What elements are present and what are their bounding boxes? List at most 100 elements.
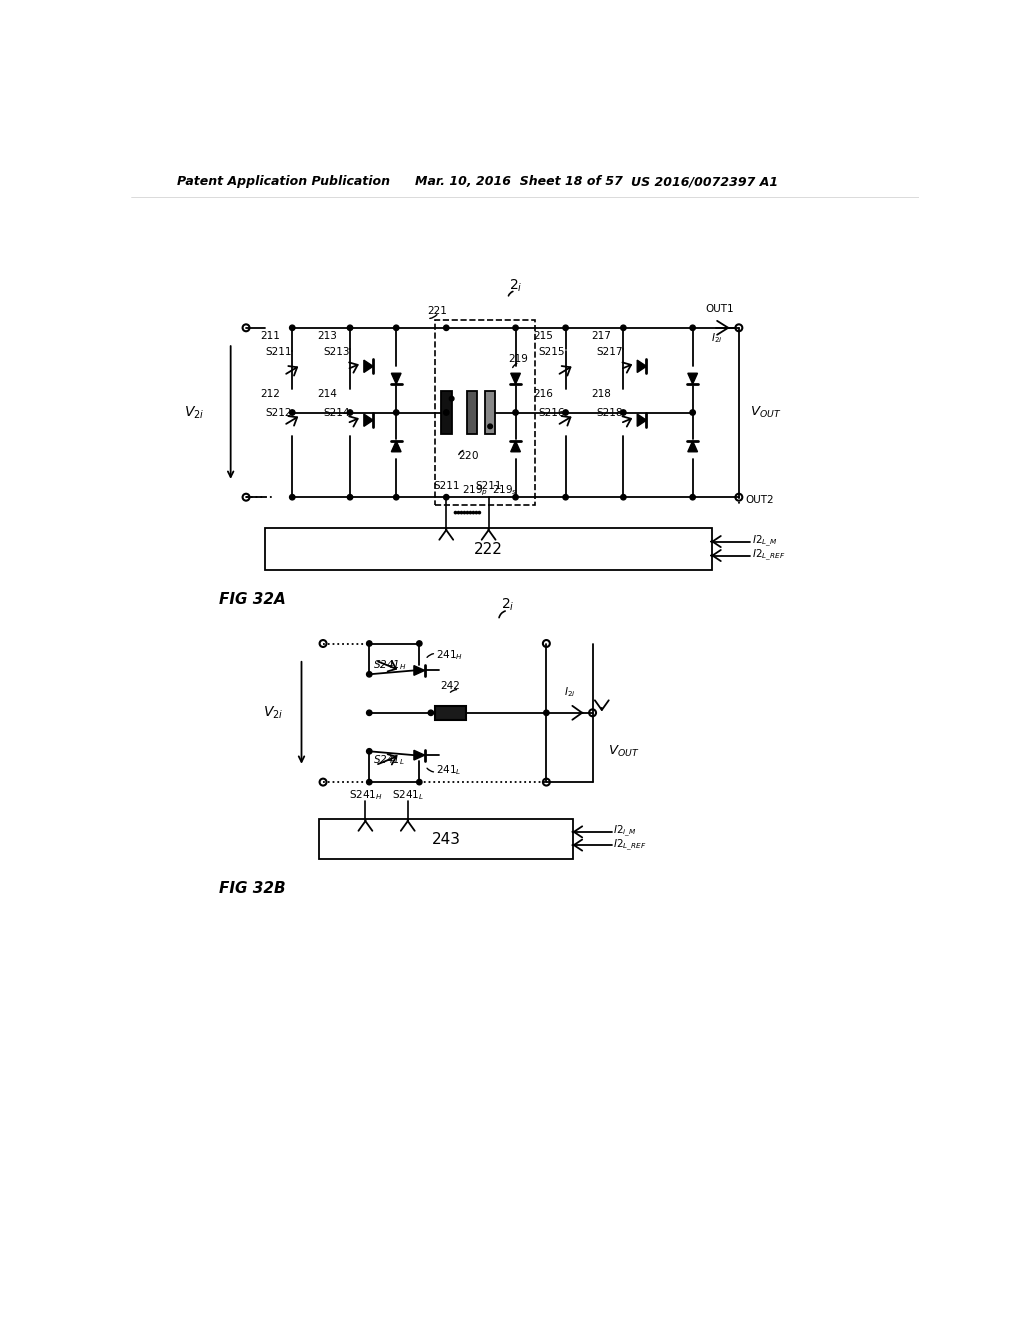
Circle shape [621,325,626,330]
Circle shape [621,495,626,500]
Text: $I_{2i}$: $I_{2i}$ [712,331,723,346]
Circle shape [513,325,518,330]
Text: S211: S211 [265,347,292,356]
Polygon shape [414,665,425,676]
Circle shape [290,495,295,500]
Bar [484,391,495,434]
Text: US 2016/0072397 A1: US 2016/0072397 A1 [631,176,778,187]
Circle shape [690,495,695,500]
Circle shape [347,495,352,500]
Text: $I2_{L\_REF}$: $I2_{L\_REF}$ [613,837,647,853]
Polygon shape [688,374,697,384]
Circle shape [466,511,469,513]
Text: $V_{OUT}$: $V_{OUT}$ [608,743,639,759]
Circle shape [458,511,460,513]
Text: S216: S216 [539,408,565,418]
Text: S241$_L$: S241$_L$ [392,788,424,803]
Circle shape [621,409,626,416]
Text: S211: S211 [475,480,502,491]
Bar [441,391,452,434]
Text: S218: S218 [596,408,623,418]
Circle shape [690,409,695,416]
Text: S217: S217 [596,347,623,356]
Bar [435,706,466,719]
Text: 221: 221 [427,306,446,315]
Bar [319,818,573,859]
Text: OUT2: OUT2 [745,495,774,506]
Circle shape [478,511,480,513]
Circle shape [367,748,372,754]
Circle shape [393,495,399,500]
Text: $V_{OUT}$: $V_{OUT}$ [751,405,781,420]
Text: $I_{2i}$: $I_{2i}$ [563,685,575,700]
Circle shape [563,409,568,416]
Circle shape [367,640,372,647]
Circle shape [443,495,449,500]
Text: S241$_H$: S241$_H$ [348,788,382,803]
Circle shape [347,409,352,416]
Text: $I2_{L\_M}$: $I2_{L\_M}$ [752,535,777,549]
Text: Patent Application Publication: Patent Application Publication [177,176,390,187]
Text: 242: 242 [440,681,460,692]
Circle shape [417,779,422,785]
Text: $2_i$: $2_i$ [509,277,522,294]
Text: S241$_H$: S241$_H$ [373,659,407,672]
Circle shape [487,424,493,429]
Circle shape [367,779,372,785]
Circle shape [455,511,457,513]
Circle shape [690,325,695,330]
Text: S212: S212 [265,408,292,418]
Bar [265,528,712,570]
Circle shape [513,495,518,500]
Circle shape [513,409,518,416]
Text: Mar. 10, 2016  Sheet 18 of 57: Mar. 10, 2016 Sheet 18 of 57 [416,176,624,187]
Circle shape [463,511,466,513]
Bar [435,321,535,506]
Text: $219_s$: $219_s$ [493,483,518,498]
Polygon shape [688,441,697,451]
Text: 213: 213 [317,331,338,342]
Text: 219: 219 [508,355,527,364]
Text: FIG 32A: FIG 32A [219,591,286,607]
Text: FIG 32B: FIG 32B [219,880,286,896]
Circle shape [417,640,422,647]
Circle shape [290,325,295,330]
Text: $V_{2i}$: $V_{2i}$ [263,705,284,721]
Polygon shape [511,441,520,451]
Circle shape [544,710,549,715]
Circle shape [450,396,454,401]
Polygon shape [391,374,401,384]
Text: 211: 211 [260,331,280,342]
Text: 215: 215 [534,331,553,342]
Circle shape [563,495,568,500]
Text: OUT1: OUT1 [706,305,734,314]
Text: 214: 214 [317,389,338,399]
Circle shape [443,325,449,330]
Polygon shape [511,374,520,384]
Polygon shape [637,360,646,372]
Polygon shape [364,414,373,426]
Polygon shape [391,441,401,451]
Circle shape [367,710,372,715]
Circle shape [393,409,399,416]
Circle shape [428,710,433,715]
Circle shape [290,409,295,416]
Text: S214: S214 [323,408,349,418]
Text: $220$: $220$ [458,449,479,461]
Circle shape [469,511,472,513]
Text: 222: 222 [474,541,503,557]
Circle shape [347,325,352,330]
Text: $V_{2i}$: $V_{2i}$ [183,404,204,421]
Text: 216: 216 [534,389,553,399]
Polygon shape [637,414,646,426]
Circle shape [393,325,399,330]
Circle shape [367,672,372,677]
Circle shape [563,325,568,330]
Text: $219_p$: $219_p$ [462,483,487,498]
Circle shape [461,511,463,513]
Text: $241_L$: $241_L$ [436,764,462,777]
Polygon shape [364,360,373,372]
Text: S213: S213 [323,347,349,356]
Circle shape [472,511,474,513]
Text: 217: 217 [591,331,611,342]
